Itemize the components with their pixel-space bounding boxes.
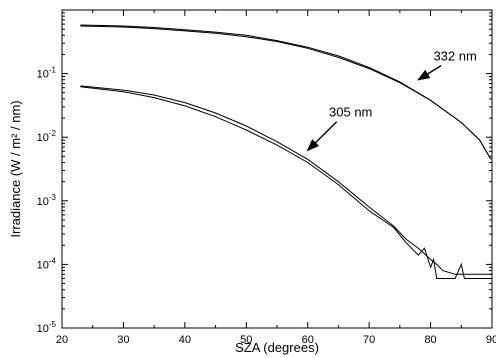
plot-frame xyxy=(61,9,493,329)
y-tick-label: 10-1 xyxy=(37,66,57,81)
y-tick-label: 10-4 xyxy=(37,256,57,271)
annotation-arrow-1 xyxy=(417,65,442,81)
annotation-label-1: 332 nm xyxy=(433,49,476,64)
y-axis-label: Irradiance (W / m² / nm) xyxy=(8,100,23,237)
series-line-4 xyxy=(80,86,492,279)
series-line-3 xyxy=(80,85,492,275)
x-axis-ticks: 20 30 40 50 60 70 80 90 xyxy=(56,10,496,346)
series-group xyxy=(80,24,492,279)
x-tick-label: 40 xyxy=(179,334,191,346)
x-axis-label: SZA (degrees) xyxy=(235,340,319,355)
x-tick-label: 30 xyxy=(117,334,129,346)
y-tick-label: 10-3 xyxy=(37,193,57,208)
x-tick-label: 80 xyxy=(424,334,436,346)
y-tick-label: 10-5 xyxy=(37,320,57,335)
annotations: 332 nm 305 nm xyxy=(306,49,477,152)
annotation-arrow-2 xyxy=(306,121,338,152)
x-tick-label: 50 xyxy=(240,334,252,346)
axes xyxy=(61,9,493,329)
y-tick-label: 10-2 xyxy=(37,129,57,144)
y-axis-ticks: 10-5 10-4 10-3 10-2 10-1 xyxy=(37,12,492,335)
x-tick-label: 60 xyxy=(302,334,314,346)
series-line-1 xyxy=(80,24,492,160)
series-line-2 xyxy=(80,25,492,160)
x-tick-label: 20 xyxy=(56,334,68,346)
annotation-label-2: 305 nm xyxy=(329,105,372,120)
x-tick-label: 70 xyxy=(363,334,375,346)
x-tick-label: 90 xyxy=(486,334,496,346)
